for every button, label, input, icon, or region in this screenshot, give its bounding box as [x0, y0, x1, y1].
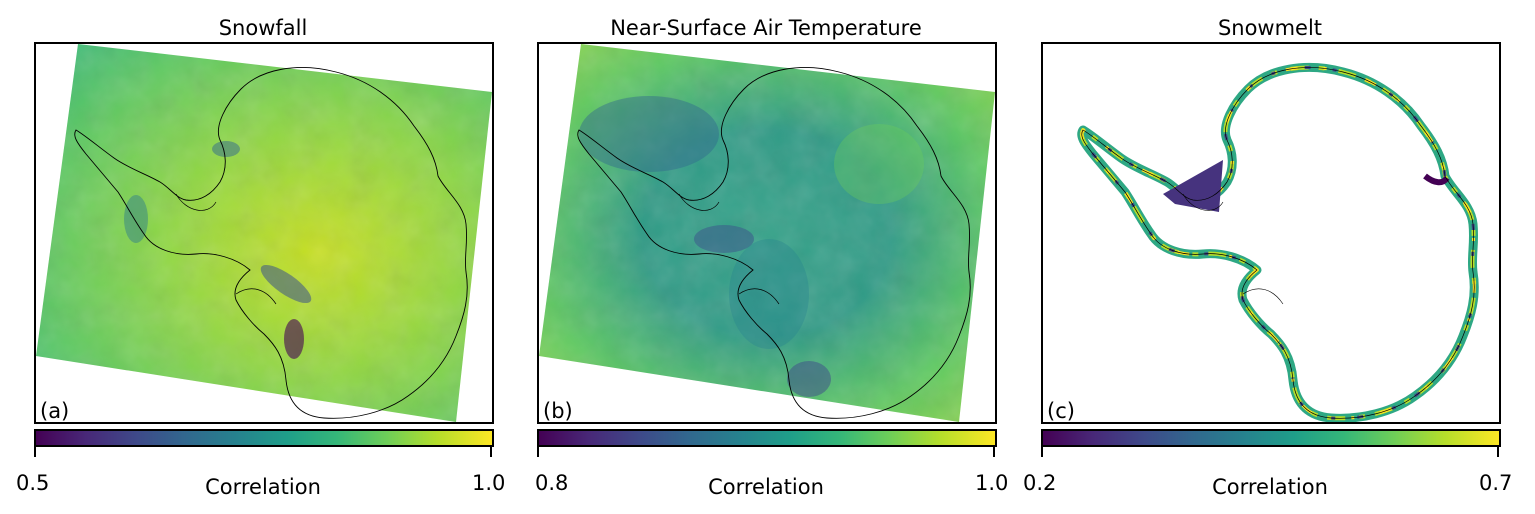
colorbar-label: Correlation — [708, 475, 824, 499]
ice-shelf-melt — [1163, 160, 1223, 212]
colorbar-tick — [1041, 445, 1043, 457]
panel-label: (b) — [543, 399, 573, 423]
panel-title: Near-Surface Air Temperature — [610, 16, 922, 40]
panel-snowfall: Snowfall (a) 0.5 1.0 Corre — [16, 0, 505, 514]
colorbar — [34, 429, 494, 447]
air-temperature-correlation-map — [539, 44, 995, 422]
colorbar-tick — [993, 445, 995, 457]
colorbar-tick — [1497, 445, 1499, 457]
colorbar-label: Correlation — [205, 475, 321, 499]
map-frame: (b) — [537, 42, 997, 424]
colorbar-min-label: 0.2 — [1023, 471, 1057, 495]
colorbar-min-label: 0.8 — [535, 471, 569, 495]
colorbar-label: Correlation — [1212, 475, 1328, 499]
panel-snowmelt: Snowmelt (c) 0.2 0.7 Correlation — [1023, 0, 1512, 514]
colorbar-max-label: 1.0 — [472, 471, 506, 495]
snowmelt-correlation-map — [1043, 44, 1499, 422]
panel-title: Snowfall — [218, 16, 308, 40]
colorbar — [1041, 429, 1501, 447]
map-frame: (c) — [1041, 42, 1501, 424]
colorbar — [537, 429, 997, 447]
colorbar-max-label: 1.0 — [975, 471, 1009, 495]
panel-air-temperature: Near-Surface Air Temperature (b) — [535, 0, 1008, 514]
panel-label: (c) — [1047, 399, 1075, 423]
map-frame: (a) — [34, 42, 494, 424]
colorbar-tick — [490, 445, 492, 457]
panel-title: Snowmelt — [1217, 16, 1323, 40]
snowfall-correlation-map — [36, 44, 492, 422]
colorbar-tick — [537, 445, 539, 457]
colorbar-tick — [34, 445, 36, 457]
panel-label: (a) — [40, 399, 70, 423]
colorbar-max-label: 0.7 — [1479, 471, 1513, 495]
colorbar-min-label: 0.5 — [16, 471, 50, 495]
